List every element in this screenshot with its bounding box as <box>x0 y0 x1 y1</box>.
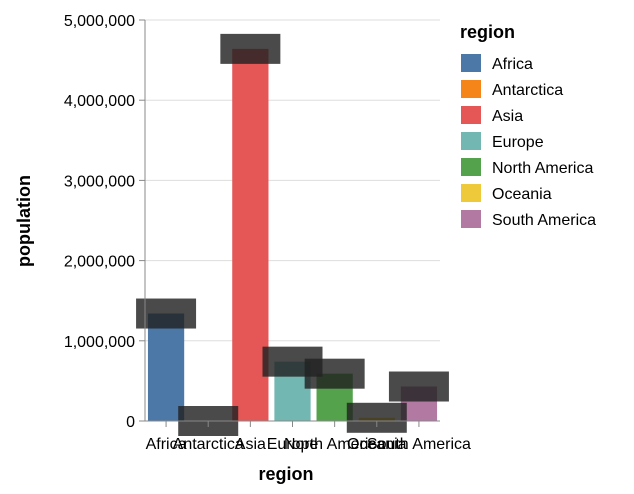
bar <box>232 48 269 421</box>
x-tick-label: Africa <box>146 436 187 453</box>
legend-swatch <box>461 158 481 176</box>
legend-label: Africa <box>492 56 533 73</box>
legend-swatch <box>461 132 481 150</box>
y-tick-label: 2,000,000 <box>64 254 135 271</box>
legend-label: Europe <box>492 134 544 151</box>
legend-swatch <box>461 184 481 202</box>
bar-label-overlay <box>304 358 365 389</box>
bar-label-overlay <box>346 402 407 433</box>
legend-label: North America <box>492 160 593 177</box>
y-ticks: 0 1,000,000 2,000,000 3,000,000 4,000,000 5,0… <box>64 13 145 431</box>
x-tick-label: Oceania <box>347 436 407 453</box>
bar-label-overlay <box>220 33 281 64</box>
legend-swatch <box>461 54 481 72</box>
x-tick-label: Europe <box>267 436 319 453</box>
legend: region Africa Antarctica Asia Europe North A… <box>460 22 596 229</box>
legend-items: Africa Antarctica Asia Europe North America O… <box>461 54 596 229</box>
legend-title: region <box>460 22 515 42</box>
x-tick-label: Antarctica <box>173 436 244 453</box>
y-tick-label: 5,000,000 <box>64 13 135 30</box>
legend-swatch <box>461 106 481 124</box>
y-tick-label: 0 <box>126 414 135 431</box>
y-tick-label: 4,000,000 <box>64 93 135 110</box>
bars <box>147 48 438 421</box>
x-tick-label: Asia <box>235 436 266 453</box>
legend-label: South America <box>492 212 596 229</box>
y-axis-title: population <box>14 175 34 267</box>
legend-label: Oceania <box>492 186 552 203</box>
legend-swatch <box>461 80 481 98</box>
legend-swatch <box>461 210 481 228</box>
x-axis-title: region <box>258 464 313 484</box>
legend-label: Antarctica <box>492 82 563 99</box>
bar <box>147 313 185 421</box>
y-tick-label: 1,000,000 <box>64 334 135 351</box>
x-tick-label: North America <box>284 436 385 453</box>
bar-label-overlay <box>388 371 449 402</box>
legend-label: Asia <box>492 108 523 125</box>
x-tick-label: South America <box>367 436 471 453</box>
y-tick-label: 3,000,000 <box>64 173 135 190</box>
label-overlays <box>136 33 449 436</box>
bar-label-overlay <box>136 298 197 329</box>
